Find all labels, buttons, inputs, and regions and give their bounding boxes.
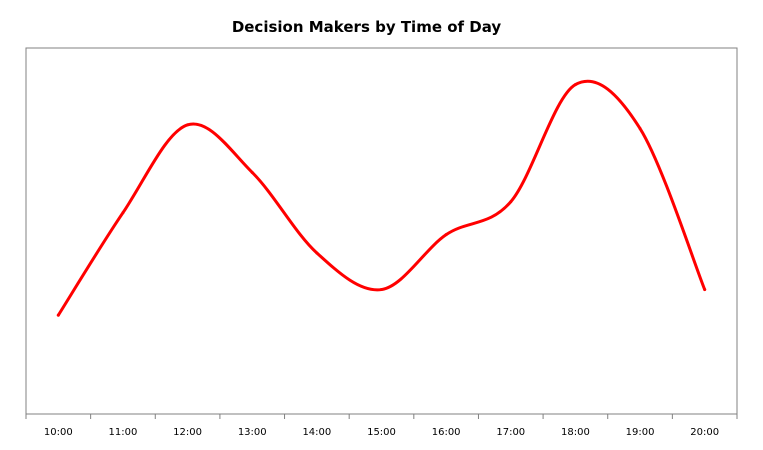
data-point (444, 233, 448, 237)
series-layer (56, 79, 707, 317)
x-tick-label: 20:00 (690, 427, 719, 438)
data-point (315, 251, 319, 255)
x-tick-label: 14:00 (302, 427, 331, 438)
data-point (703, 288, 707, 292)
x-tick-label: 15:00 (367, 427, 396, 438)
x-tick-label: 13:00 (238, 427, 267, 438)
x-tick-label: 18:00 (561, 427, 590, 438)
plot-area (25, 47, 738, 415)
x-tick-labels: 10:00 11:00 12:00 13:00 14:00 15:00 16:00 17:00… (44, 427, 719, 438)
data-point (186, 123, 190, 127)
data-point (250, 170, 254, 174)
x-tick-label: 17:00 (496, 427, 525, 438)
x-tick-label: 16:00 (432, 427, 461, 438)
x-tick-label: 11:00 (109, 427, 138, 438)
data-point (56, 313, 60, 317)
x-tick-label: 19:00 (626, 427, 655, 438)
data-point (380, 288, 383, 292)
data-point (509, 200, 513, 204)
data-point (573, 83, 577, 87)
data-point (638, 127, 642, 131)
x-tick-label: 12:00 (173, 427, 202, 438)
chart-title: Decision Makers by Time of Day (231, 18, 502, 36)
x-axis (25, 414, 738, 419)
x-tick-label: 10:00 (44, 427, 73, 438)
series-line (56, 79, 707, 317)
data-point (121, 211, 125, 215)
